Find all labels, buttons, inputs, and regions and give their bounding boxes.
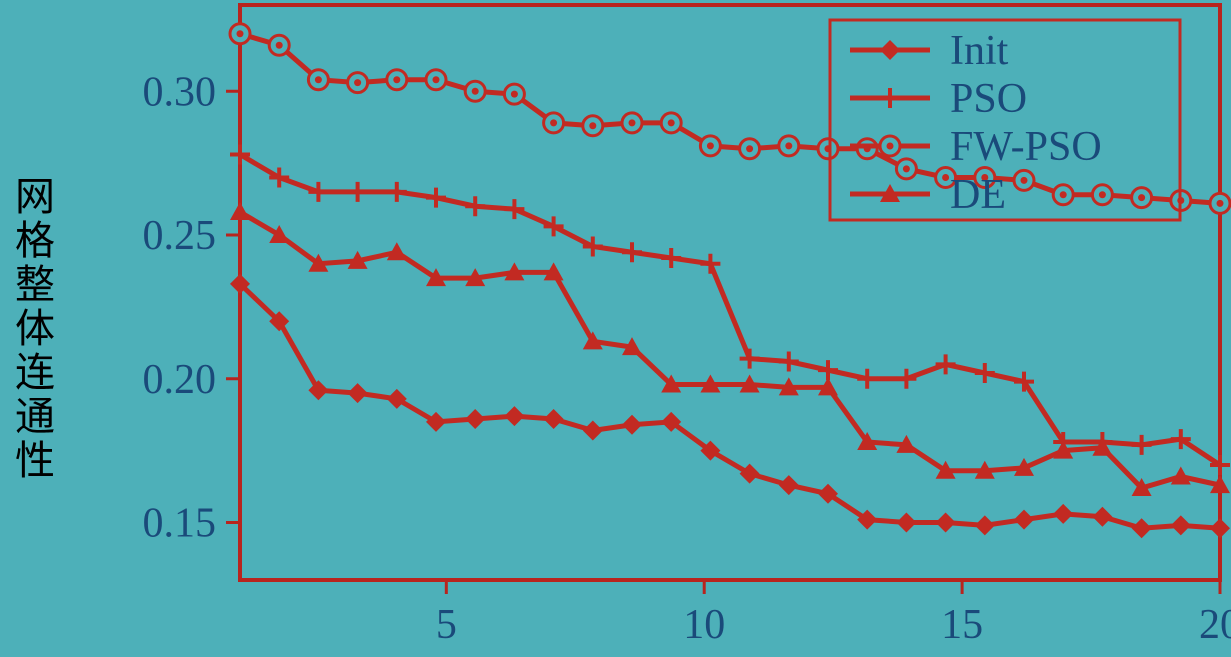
svg-text:PSO: PSO — [950, 76, 1027, 122]
svg-text:15: 15 — [941, 602, 983, 648]
svg-text:20: 20 — [1199, 602, 1231, 648]
svg-text:0.25: 0.25 — [143, 213, 217, 259]
svg-text:0.15: 0.15 — [143, 501, 217, 547]
svg-text:10: 10 — [683, 602, 725, 648]
svg-text:FW-PSO: FW-PSO — [950, 124, 1102, 170]
svg-text:Init: Init — [950, 28, 1009, 74]
legend-item-fw-pso: FW-PSO — [850, 124, 1102, 170]
legend-item-pso: PSO — [850, 76, 1027, 122]
svg-text:DE: DE — [950, 172, 1006, 218]
legend-item-de: DE — [850, 172, 1006, 218]
series-de — [230, 202, 1230, 496]
line-chart: 5 10 15 20 0.15 0.20 0.25 0.30 InitPSOFW-PSODE — [0, 0, 1231, 657]
svg-text:0.20: 0.20 — [143, 357, 217, 403]
legend-item-init: Init — [850, 28, 1009, 74]
svg-text:0.30: 0.30 — [143, 69, 217, 115]
series-fw-pso — [230, 24, 1230, 214]
svg-text:5: 5 — [436, 602, 457, 648]
